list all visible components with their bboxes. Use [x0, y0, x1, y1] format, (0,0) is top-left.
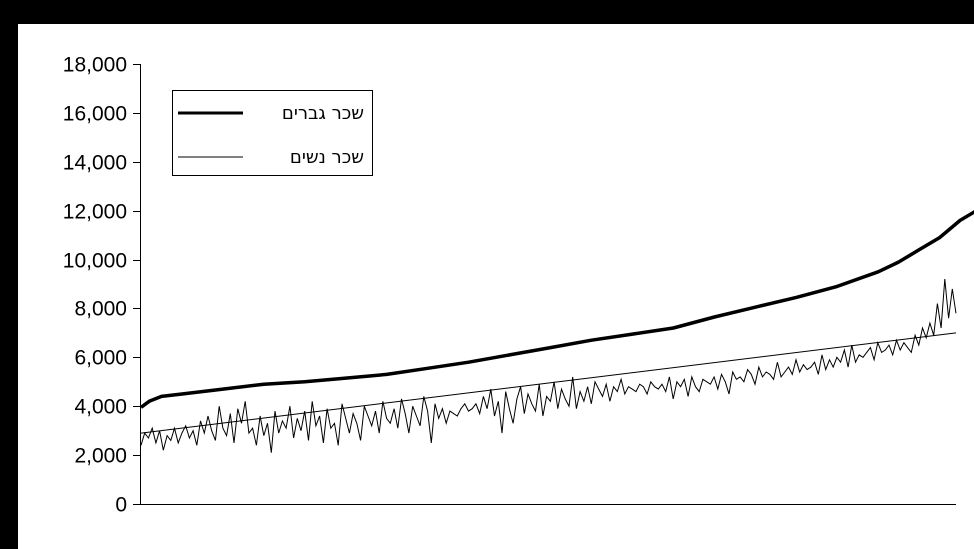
legend-box: [172, 90, 373, 176]
legend-label-women: שכר נשים: [290, 147, 364, 168]
y-tick-label: 4,000: [74, 396, 127, 419]
series-line-women: [140, 279, 957, 453]
legend-label-men: שכר גברים: [282, 103, 364, 124]
legend: שכר גברים שכר נשים: [172, 90, 373, 176]
y-tick-label: 8,000: [74, 298, 127, 321]
series-line-men: [139, 210, 974, 409]
y-axis: 0 2,000 4,000 6,000 8,000 10,000 12,000 14,000 1…: [63, 54, 141, 517]
chart-area: 0 2,000 4,000 6,000 8,000 10,000 12,000 14,000 1…: [18, 24, 974, 549]
y-tick-label: 6,000: [74, 347, 127, 370]
y-tick-label: 0: [115, 494, 127, 517]
series-lines: [139, 210, 974, 453]
y-tick-label: 12,000: [63, 201, 127, 224]
y-tick-label: 18,000: [63, 54, 127, 77]
y-tick-label: 16,000: [63, 103, 127, 126]
y-tick-label: 14,000: [63, 152, 127, 175]
trendline-women: [140, 332, 957, 434]
line-chart: 0 2,000 4,000 6,000 8,000 10,000 12,000 14,000 1…: [63, 54, 974, 517]
y-tick-label: 10,000: [63, 250, 127, 273]
y-tick-label: 2,000: [74, 445, 127, 468]
